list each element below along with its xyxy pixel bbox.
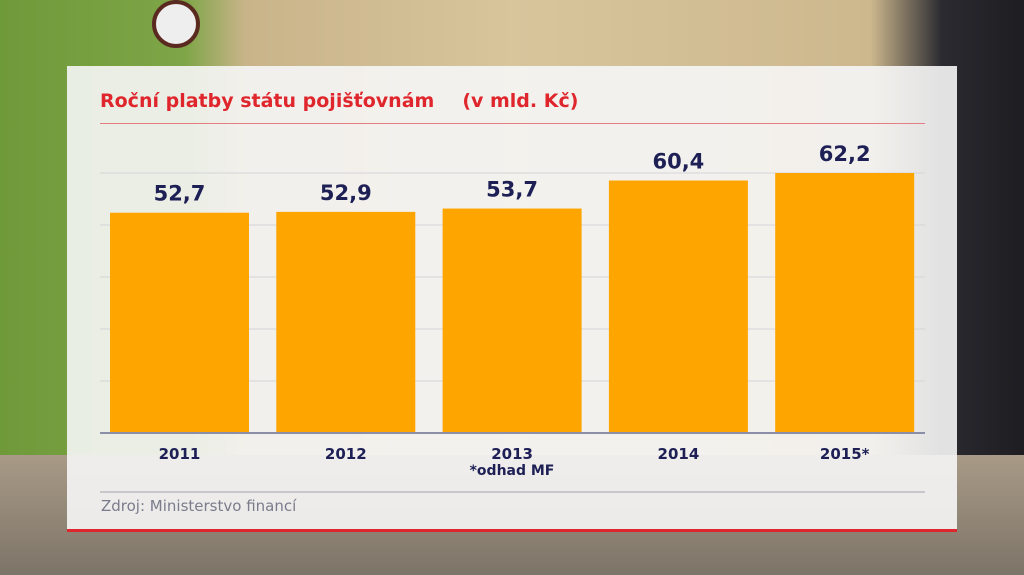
value-label: 62,2 [819,142,871,166]
bar [608,180,748,433]
value-label: 52,9 [320,181,372,205]
value-label: 53,7 [486,178,538,202]
wall-clock [152,0,200,48]
estimate-note: *odhad MF [469,463,555,479]
title-rule [100,123,925,124]
value-label: 52,7 [154,182,206,206]
category-label: 2014 [658,445,700,463]
category-label: 2011 [159,445,201,463]
title-text: Roční platby státu pojišťovnám [100,90,435,112]
category-label: 2013 [491,445,533,463]
title-unit: (v mld. Kč) [462,90,579,112]
bar [442,208,582,433]
chart-title: Roční platby státu pojišťovnám (v mld. Kč… [100,90,578,112]
category-label: 2015* [820,445,870,463]
value-label: 60,4 [652,150,704,174]
source-text: Zdroj: Ministerstvo financí [101,497,297,515]
footer-divider [100,491,925,493]
category-label: 2012 [325,445,367,463]
bar [276,211,416,433]
bar [110,212,249,433]
bar [775,173,915,433]
